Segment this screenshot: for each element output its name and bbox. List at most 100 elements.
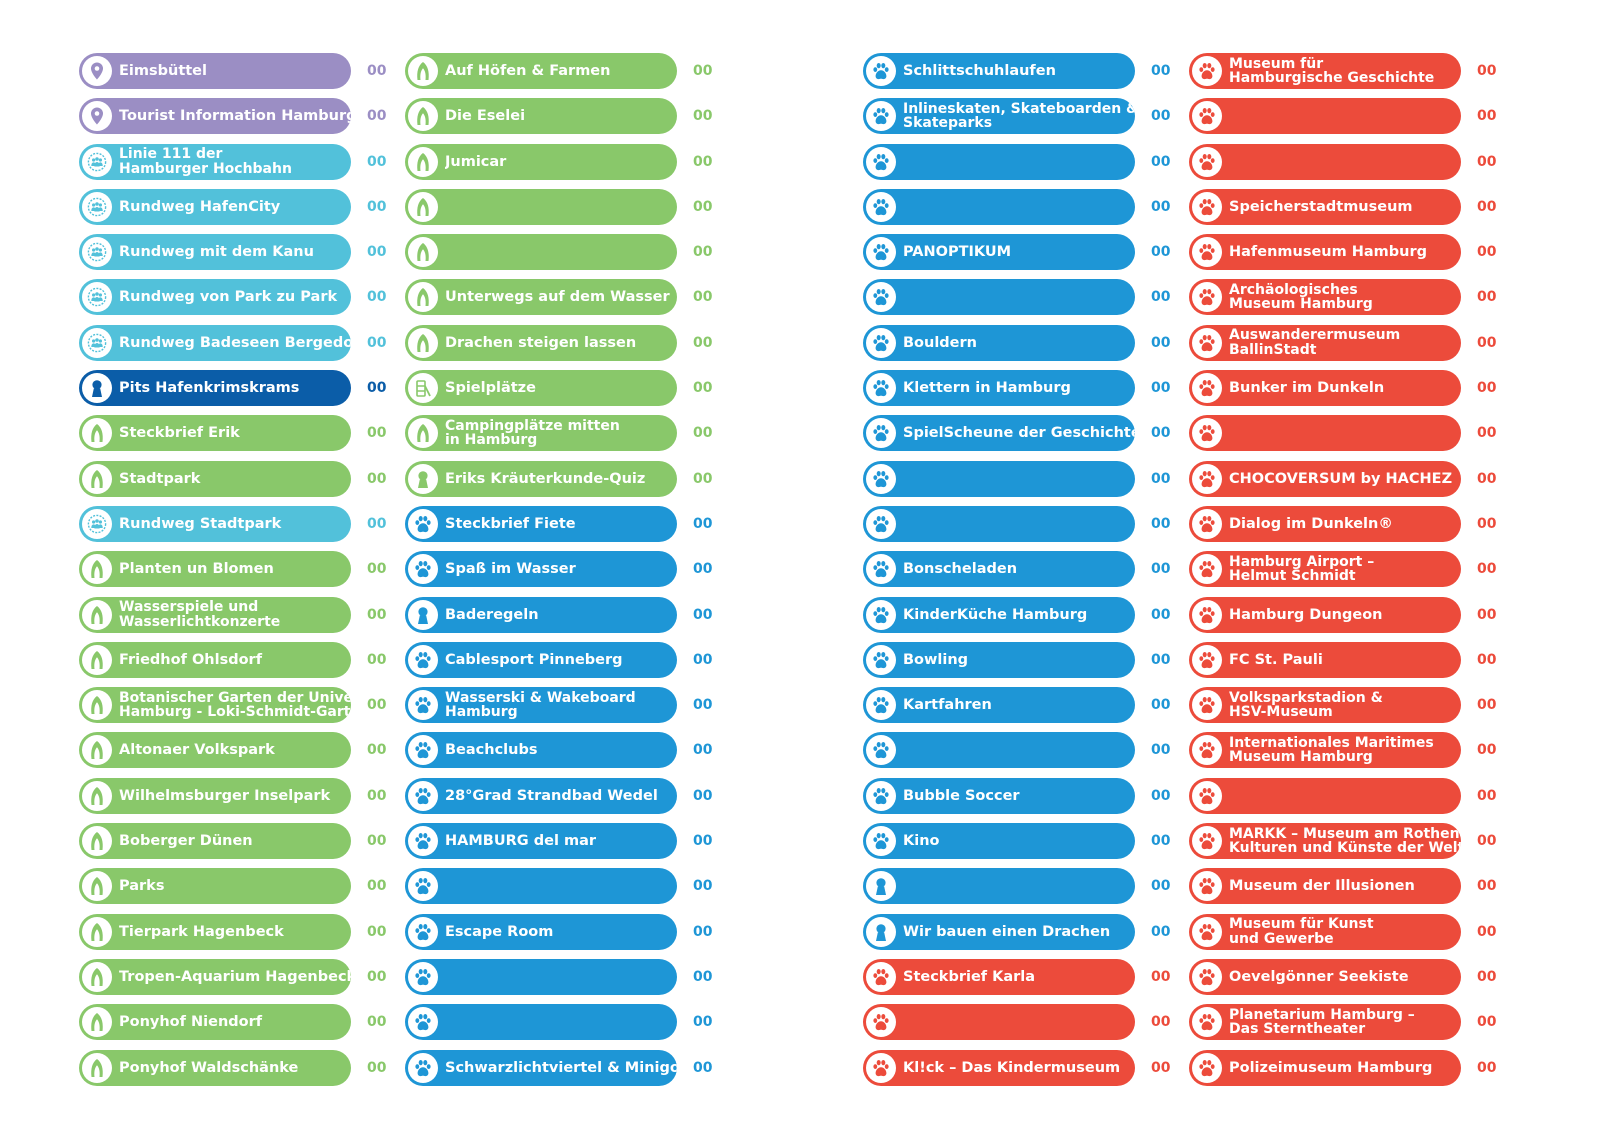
entry-pill[interactable]: Steckbrief Karla bbox=[863, 958, 1135, 995]
entry-pill[interactable]: Archäologisches Museum Hamburg bbox=[1189, 279, 1461, 316]
entry-pill[interactable]: Rundweg Stadtpark bbox=[79, 505, 351, 542]
entry-pill[interactable]: Steckbrief Fiete bbox=[405, 505, 677, 542]
entry-pill[interactable]: Steckbrief Erik bbox=[79, 415, 351, 452]
entry-pill[interactable]: Planten un Blomen bbox=[79, 551, 351, 588]
entry-pill[interactable]: MARKK – Museum am Rothenbaum Kulturen un… bbox=[1189, 823, 1461, 860]
entry-pill[interactable] bbox=[863, 279, 1135, 316]
entry-pill[interactable]: Klettern in Hamburg bbox=[863, 370, 1135, 407]
entry-pill[interactable]: Wasserski & Wakeboard Hamburg bbox=[405, 687, 677, 724]
list-item: Volksparkstadion & HSV-Museum 00 bbox=[1189, 687, 1499, 724]
entry-pill[interactable]: Wir bauen einen Drachen bbox=[863, 913, 1135, 950]
entry-pill[interactable]: Kl!ck – Das Kindermuseum bbox=[863, 1049, 1135, 1086]
entry-pill[interactable] bbox=[863, 1004, 1135, 1041]
entry-pill[interactable]: Inlineskaten, Skateboarden & Skateparks bbox=[863, 98, 1135, 135]
entry-pill[interactable] bbox=[405, 868, 677, 905]
entry-pill[interactable]: Bowling bbox=[863, 641, 1135, 678]
entry-pill[interactable]: Jumicar bbox=[405, 143, 677, 180]
entry-pill[interactable]: Die Eselei bbox=[405, 98, 677, 135]
entry-pill[interactable]: Hamburg Airport – Helmut Schmidt bbox=[1189, 551, 1461, 588]
entry-pill[interactable]: Baderegeln bbox=[405, 596, 677, 633]
entry-pill[interactable] bbox=[863, 732, 1135, 769]
entry-pill[interactable]: Wasserspiele und Wasserlichtkonzerte bbox=[79, 596, 351, 633]
entry-pill[interactable] bbox=[1189, 777, 1461, 814]
entry-pill[interactable]: Parks bbox=[79, 868, 351, 905]
entry-pill[interactable]: Kino bbox=[863, 823, 1135, 860]
entry-pill[interactable]: Spielplätze bbox=[405, 370, 677, 407]
entry-pill[interactable]: Volksparkstadion & HSV-Museum bbox=[1189, 687, 1461, 724]
entry-pill[interactable] bbox=[405, 234, 677, 271]
entry-page-number: 00 bbox=[693, 108, 713, 125]
entry-pill[interactable] bbox=[405, 188, 677, 225]
entry-pill[interactable]: Cablesport Pinneberg bbox=[405, 641, 677, 678]
entry-pill[interactable]: Rundweg von Park zu Park bbox=[79, 279, 351, 316]
entry-pill[interactable]: Drachen steigen lassen bbox=[405, 324, 677, 361]
entry-pill[interactable]: Ponyhof Waldschänke bbox=[79, 1049, 351, 1086]
entry-pill[interactable]: Escape Room bbox=[405, 913, 677, 950]
list-item: Spielplätze 00 bbox=[405, 370, 715, 407]
entry-pill[interactable]: Bubble Soccer bbox=[863, 777, 1135, 814]
entry-pill[interactable]: Hafenmuseum Hamburg bbox=[1189, 234, 1461, 271]
entry-pill[interactable]: Campingplätze mitten in Hamburg bbox=[405, 415, 677, 452]
entry-pill[interactable]: Rundweg mit dem Kanu bbox=[79, 234, 351, 271]
entry-pill[interactable]: FC St. Pauli bbox=[1189, 641, 1461, 678]
entry-pill[interactable]: SpielScheune der Geschichten bbox=[863, 415, 1135, 452]
entry-pill[interactable]: Altonaer Volkspark bbox=[79, 732, 351, 769]
entry-pill[interactable] bbox=[863, 505, 1135, 542]
entry-pill[interactable]: Museum der Illusionen bbox=[1189, 868, 1461, 905]
entry-pill[interactable]: Boberger Dünen bbox=[79, 823, 351, 860]
entry-pill[interactable]: Ponyhof Niendorf bbox=[79, 1004, 351, 1041]
entry-pill[interactable]: HAMBURG del mar bbox=[405, 823, 677, 860]
entry-pill[interactable]: Internationales Maritimes Museum Hamburg bbox=[1189, 732, 1461, 769]
entry-pill[interactable]: KinderKüche Hamburg bbox=[863, 596, 1135, 633]
list-item: Tourist Information Hamburg 00 bbox=[79, 98, 389, 135]
entry-pill[interactable]: Wilhelmsburger Inselpark bbox=[79, 777, 351, 814]
entry-pill[interactable]: Dialog im Dunkeln® bbox=[1189, 505, 1461, 542]
entry-pill[interactable] bbox=[863, 188, 1135, 225]
entry-pill[interactable]: Oevelgönner Seekiste bbox=[1189, 958, 1461, 995]
entry-pill[interactable]: Auf Höfen & Farmen bbox=[405, 53, 677, 89]
entry-pill[interactable]: Spaß im Wasser bbox=[405, 551, 677, 588]
list-item: Botanischer Garten der Universität Hambu… bbox=[79, 687, 389, 724]
entry-pill[interactable]: Eimsbüttel bbox=[79, 53, 351, 89]
entry-pill[interactable]: Bunker im Dunkeln bbox=[1189, 370, 1461, 407]
entry-pill[interactable]: Polizeimuseum Hamburg bbox=[1189, 1049, 1461, 1086]
entry-pill[interactable]: Speicherstadtmuseum bbox=[1189, 188, 1461, 225]
entry-pill[interactable]: Rundweg HafenCity bbox=[79, 188, 351, 225]
entry-pill[interactable] bbox=[1189, 98, 1461, 135]
entry-pill[interactable]: Eriks Kräuterkunde-Quiz bbox=[405, 460, 677, 497]
entry-pill[interactable]: Auswanderermuseum BallinStadt bbox=[1189, 324, 1461, 361]
entry-pill[interactable]: Tropen-Aquarium Hagenbeck bbox=[79, 958, 351, 995]
entry-pill[interactable] bbox=[405, 958, 677, 995]
entry-pill[interactable]: Bouldern bbox=[863, 324, 1135, 361]
entry-pill[interactable] bbox=[1189, 143, 1461, 180]
entry-pill[interactable] bbox=[863, 143, 1135, 180]
entry-pill[interactable]: Hamburg Dungeon bbox=[1189, 596, 1461, 633]
entry-pill[interactable]: Planetarium Hamburg – Das Sterntheater bbox=[1189, 1004, 1461, 1041]
entry-pill[interactable]: Tourist Information Hamburg bbox=[79, 98, 351, 135]
entry-pill[interactable]: Stadtpark bbox=[79, 460, 351, 497]
entry-pill[interactable]: Rundweg Badeseen Bergedorf bbox=[79, 324, 351, 361]
entry-pill[interactable]: Bonscheladen bbox=[863, 551, 1135, 588]
entry-pill[interactable] bbox=[863, 460, 1135, 497]
entry-pill[interactable]: CHOCOVERSUM by HACHEZ bbox=[1189, 460, 1461, 497]
entry-pill[interactable] bbox=[1189, 415, 1461, 452]
entry-pill[interactable]: Linie 111 der Hamburger Hochbahn bbox=[79, 143, 351, 180]
entry-pill[interactable]: Tierpark Hagenbeck bbox=[79, 913, 351, 950]
entry-pill[interactable] bbox=[863, 868, 1135, 905]
entry-pill[interactable]: 28°Grad Strandbad Wedel bbox=[405, 777, 677, 814]
entry-pill[interactable]: Friedhof Ohlsdorf bbox=[79, 641, 351, 678]
entry-pill[interactable]: Museum für Kunst und Gewerbe bbox=[1189, 913, 1461, 950]
entry-pill[interactable]: Pits Hafenkrimskrams bbox=[79, 370, 351, 407]
entry-pill[interactable]: Schwarzlichtviertel & Minigolf bbox=[405, 1049, 677, 1086]
entry-pill[interactable]: Kartfahren bbox=[863, 687, 1135, 724]
list-item: 00 bbox=[405, 234, 715, 271]
entry-pill[interactable]: Museum für Hamburgische Geschichte bbox=[1189, 53, 1461, 89]
entry-pill[interactable]: Botanischer Garten der Universität Hambu… bbox=[79, 687, 351, 724]
list-item: Bowling 00 bbox=[863, 641, 1173, 678]
entry-pill[interactable]: PANOPTIKUM bbox=[863, 234, 1135, 271]
entry-pill[interactable]: Unterwegs auf dem Wasser bbox=[405, 279, 677, 316]
entry-pill[interactable]: Beachclubs bbox=[405, 732, 677, 769]
entry-pill[interactable] bbox=[405, 1004, 677, 1041]
paw-icon bbox=[866, 237, 896, 268]
entry-pill[interactable]: Schlittschuhlaufen bbox=[863, 53, 1135, 89]
